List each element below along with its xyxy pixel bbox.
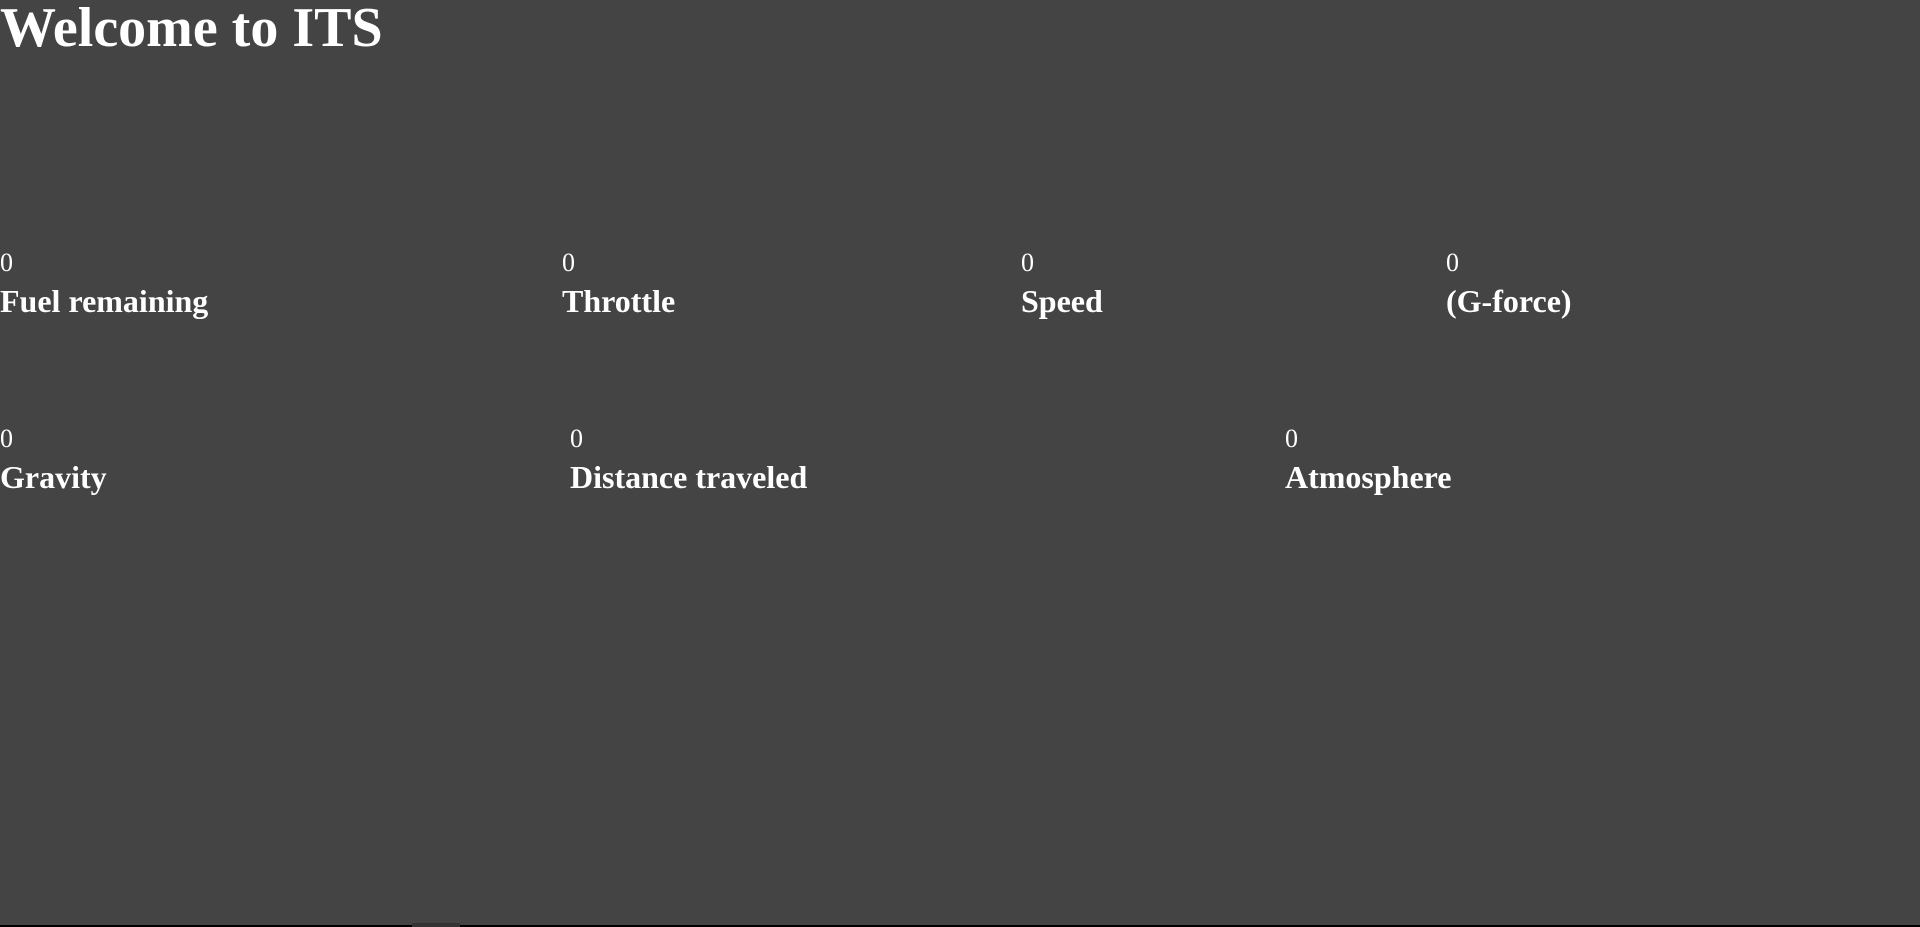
bottom-scrollbar-handle[interactable] [412,923,460,927]
fuel-remaining-stat: 0 Fuel remaining [0,248,208,320]
distance-traveled-label: Distance traveled [570,459,808,495]
gravity-label: Gravity [0,459,107,495]
fuel-remaining-value: 0 [0,248,13,277]
atmosphere-label: Atmosphere [1285,459,1452,495]
fuel-remaining-label: Fuel remaining [0,283,209,319]
g-force-value: 0 [1446,248,1459,277]
g-force-label: (G-force) [1446,283,1572,319]
atmosphere-value: 0 [1285,424,1298,453]
atmosphere-stat: 0 Atmosphere [1285,424,1452,496]
speed-value: 0 [1021,248,1034,277]
throttle-value: 0 [562,248,575,277]
speed-stat: 0 Speed [1021,248,1103,320]
throttle-label: Throttle [562,283,676,319]
speed-label: Speed [1021,283,1103,319]
gravity-value: 0 [0,424,13,453]
distance-traveled-stat: 0 Distance traveled [570,424,807,496]
page-title: Welcome to ITS [0,0,383,59]
throttle-stat: 0 Throttle [562,248,675,320]
g-force-stat: 0 (G-force) [1446,248,1572,320]
bottom-edge-divider [0,925,1920,927]
distance-traveled-value: 0 [570,424,583,453]
gravity-stat: 0 Gravity [0,424,107,496]
